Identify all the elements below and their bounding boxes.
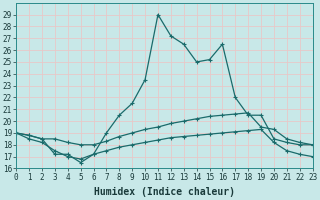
X-axis label: Humidex (Indice chaleur): Humidex (Indice chaleur) — [94, 187, 235, 197]
